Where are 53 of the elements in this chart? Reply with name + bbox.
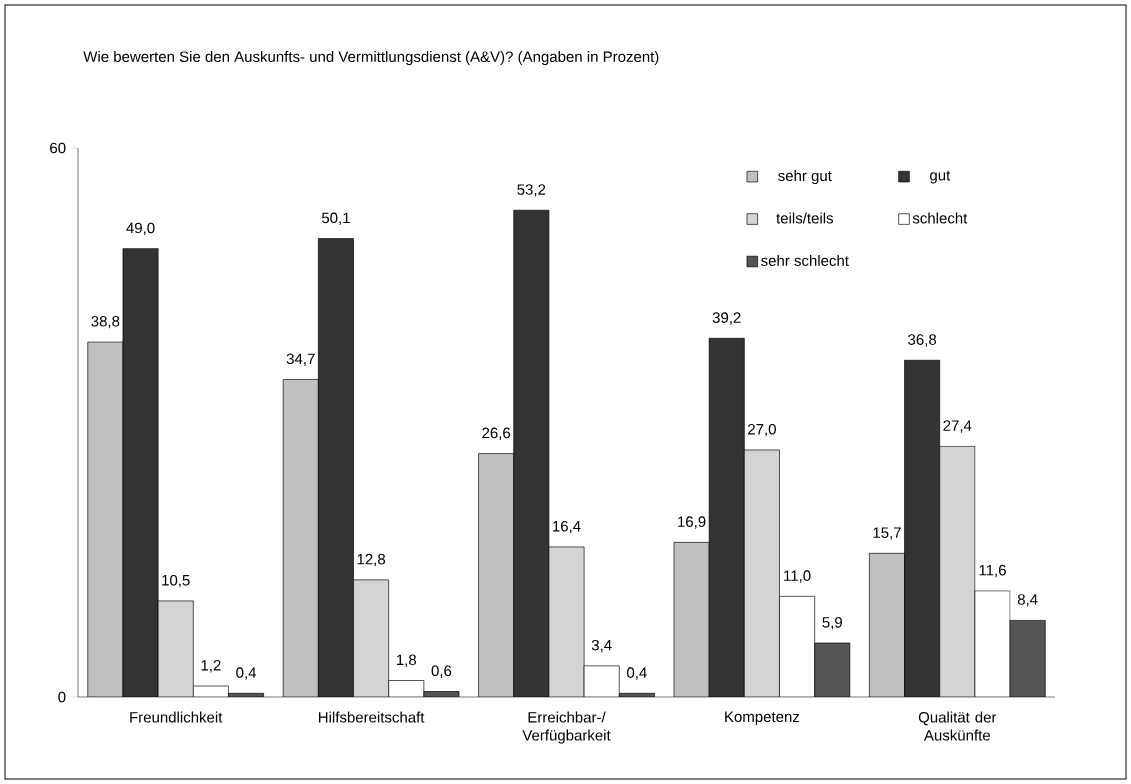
data-label: 26,6 bbox=[482, 427, 511, 440]
x-tick-label: Qualität der Auskünfte bbox=[918, 711, 997, 741]
y-tick-label: 0 bbox=[58, 691, 66, 703]
data-label: 5,9 bbox=[822, 617, 842, 630]
chart-title: Wie bewerten Sie den Auskunfts- und Vermittlungsdienst (A&V)? (Angaben in Prozent) bbox=[83, 50, 659, 65]
data-label: 3,4 bbox=[591, 639, 612, 653]
data-label: 39,2 bbox=[712, 312, 741, 325]
x-tick-label: Kompetenz bbox=[725, 711, 800, 726]
data-label: 34,7 bbox=[286, 353, 315, 366]
bar bbox=[709, 338, 745, 697]
bar bbox=[122, 248, 159, 697]
data-label: 0,4 bbox=[236, 667, 257, 680]
data-label: 0,4 bbox=[627, 667, 647, 680]
bar bbox=[939, 445, 976, 697]
legend-label: teils/teils bbox=[776, 212, 834, 224]
x-tick-label: Hilfsbereitschaft bbox=[318, 711, 425, 723]
data-label: 50,1 bbox=[321, 212, 350, 225]
data-label: 27,0 bbox=[748, 423, 776, 437]
data-label: 16,9 bbox=[678, 516, 706, 529]
data-label: 1,8 bbox=[397, 654, 417, 667]
data-label: 12,8 bbox=[357, 553, 386, 567]
legend-label: schlecht bbox=[912, 212, 968, 224]
data-label: 1,2 bbox=[201, 660, 221, 673]
bar bbox=[673, 542, 710, 697]
bar bbox=[513, 210, 549, 697]
bar bbox=[158, 600, 194, 697]
data-label: 15,7 bbox=[873, 527, 901, 540]
bar bbox=[283, 379, 319, 697]
data-label: 16,4 bbox=[553, 520, 581, 534]
bar bbox=[548, 546, 585, 697]
legend-label: gut bbox=[930, 170, 951, 184]
bar bbox=[353, 579, 389, 697]
bar bbox=[744, 449, 780, 697]
legend-label: sehr schlecht bbox=[761, 254, 849, 266]
data-label: 36,8 bbox=[908, 334, 937, 347]
y-tick-label: 60 bbox=[50, 142, 66, 154]
data-label: 53,2 bbox=[517, 184, 546, 197]
data-label: 27,4 bbox=[943, 420, 972, 433]
data-label: 49,0 bbox=[126, 222, 155, 236]
data-label: 11,6 bbox=[979, 564, 1006, 578]
legend-label: sehr gut bbox=[778, 170, 832, 185]
bar bbox=[318, 238, 354, 697]
data-label: 10,5 bbox=[162, 574, 190, 588]
bar bbox=[869, 552, 905, 697]
data-label: 38,8 bbox=[91, 315, 120, 329]
bar bbox=[478, 453, 514, 697]
x-tick-label: Erreichbar-/ Verfügbarkeit bbox=[522, 711, 611, 744]
bar bbox=[87, 341, 123, 697]
bar bbox=[904, 359, 941, 697]
data-label: 0,6 bbox=[431, 665, 452, 678]
data-label: 11,0 bbox=[784, 570, 811, 583]
x-tick-label: Freundlichkeit bbox=[130, 711, 223, 723]
data-label: 8,4 bbox=[1017, 594, 1038, 607]
